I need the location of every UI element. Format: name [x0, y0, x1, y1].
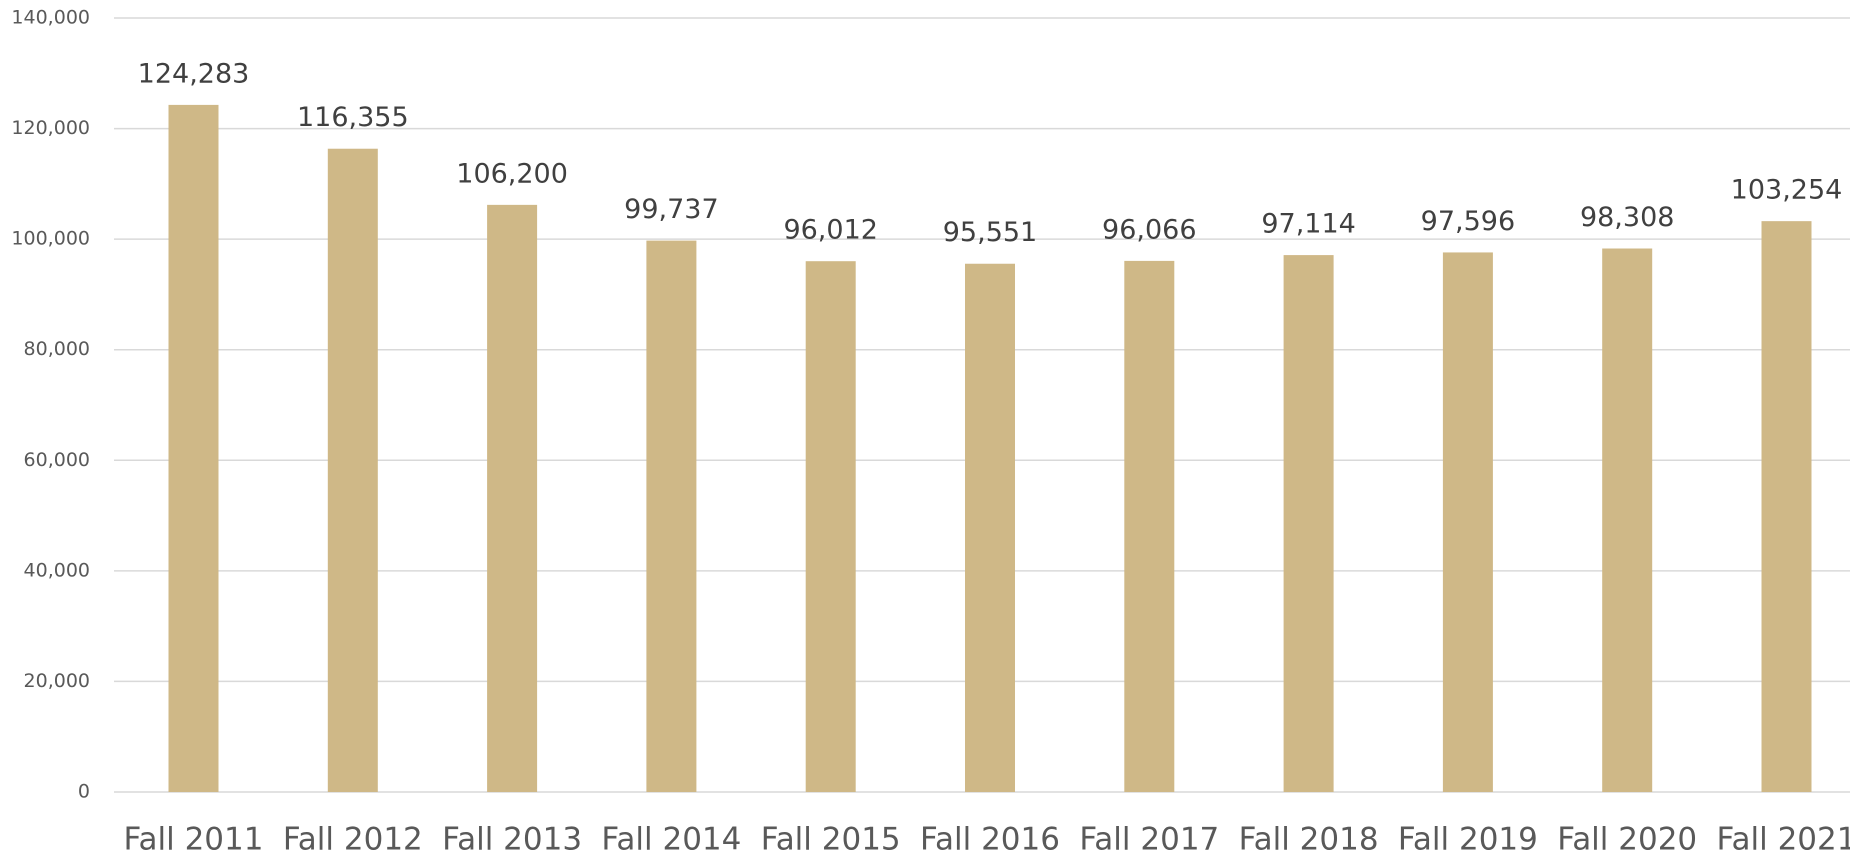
value-label: 124,283	[138, 58, 250, 89]
x-tick-label: Fall 2017	[1079, 822, 1219, 858]
x-tick-label: Fall 2015	[761, 822, 901, 858]
bar	[1442, 252, 1493, 793]
value-label: 96,066	[1102, 214, 1196, 245]
bar	[1283, 255, 1334, 792]
value-label: 106,200	[456, 158, 568, 189]
bar	[805, 261, 856, 792]
x-tick-label: Fall 2012	[283, 822, 423, 858]
value-label: 95,551	[943, 217, 1037, 248]
bar	[646, 240, 697, 793]
value-label: 99,737	[624, 194, 718, 225]
bar	[1602, 248, 1653, 792]
y-tick-label: 120,000	[11, 117, 90, 139]
x-tick-label: Fall 2019	[1398, 822, 1538, 858]
y-tick-label: 20,000	[24, 670, 90, 692]
bar	[327, 148, 378, 792]
x-tick-label: Fall 2014	[601, 822, 741, 858]
y-tick-label: 80,000	[24, 338, 90, 360]
value-label: 97,596	[1421, 206, 1515, 237]
bar	[1761, 221, 1812, 792]
bar	[487, 204, 538, 792]
y-tick-label: 40,000	[24, 559, 90, 581]
value-label: 96,012	[783, 215, 877, 246]
bar	[1124, 260, 1175, 793]
value-label: 103,254	[1731, 175, 1843, 206]
y-tick-label: 140,000	[11, 7, 90, 29]
y-tick-label: 100,000	[11, 228, 90, 250]
x-tick-label: Fall 2011	[124, 822, 264, 858]
x-tick-label: Fall 2016	[920, 822, 1060, 858]
x-tick-label: Fall 2021	[1717, 822, 1850, 858]
value-label: 97,114	[1261, 209, 1355, 240]
bar	[965, 263, 1015, 792]
value-label: 116,355	[297, 102, 409, 133]
y-tick-label: 0	[78, 781, 90, 803]
x-tick-label: Fall 2020	[1557, 822, 1697, 858]
x-tick-label: Fall 2018	[1239, 822, 1379, 858]
y-tick-label: 60,000	[24, 449, 90, 471]
bar	[168, 104, 219, 792]
value-label: 98,308	[1580, 202, 1674, 233]
x-tick-label: Fall 2013	[442, 822, 582, 858]
